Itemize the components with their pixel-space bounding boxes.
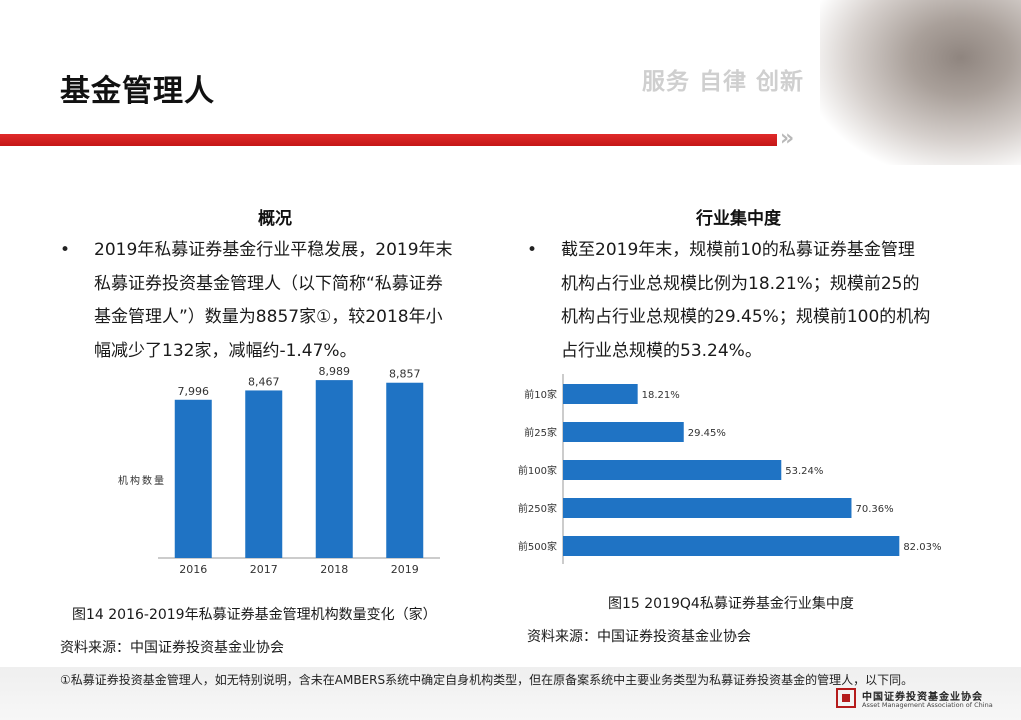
bullet-icon: • xyxy=(527,240,538,260)
overview-line: 基金管理人”）数量为8857家①，较2018年小 xyxy=(94,307,443,327)
concentration-line: 占行业总规模的53.24%。 xyxy=(561,340,762,361)
y-tick-label: 前25家 xyxy=(524,426,557,439)
double-chevron-right-icon: » xyxy=(780,126,795,151)
bar xyxy=(315,380,353,558)
chart14-caption: 图14 2016-2019年私募证券基金管理机构数量变化（家） xyxy=(72,607,437,623)
y-tick-label: 前10家 xyxy=(524,388,557,401)
logo-english-name: Asset Management Association of China xyxy=(862,701,993,709)
bar xyxy=(174,399,212,558)
y-tick-label: 前500家 xyxy=(518,540,557,553)
concentration-bar-chart: 18.21% 前10家 29.45% 前25家 53.24% 前100家 70.36% 前25… xyxy=(518,374,941,564)
y-axis-label: 机构数量 xyxy=(118,474,166,487)
logo-chinese-name: 中国证券投资基金业协会 xyxy=(862,692,983,703)
data-label: 8,989 xyxy=(319,365,351,378)
data-label: 7,996 xyxy=(178,385,210,398)
concentration-line: 截至2019年末，规模前10的私募证券基金管理 xyxy=(561,240,915,260)
data-label: 82.03% xyxy=(903,542,941,553)
header-slogan: 服务 自律 创新 xyxy=(642,69,805,95)
header-red-bar xyxy=(0,134,777,146)
bar xyxy=(563,422,684,442)
bar xyxy=(563,460,782,480)
chart15-caption: 图15 2019Q4私募证券基金行业集中度 xyxy=(608,596,854,612)
footer-band xyxy=(0,667,1021,720)
x-tick-label: 2018 xyxy=(320,563,348,576)
bullet-icon: • xyxy=(60,240,71,260)
bar xyxy=(563,384,638,404)
overview-paragraph: 2019年私募证券基金行业平稳发展，2019年末 私募证券投资基金管理人（以下简… xyxy=(94,234,453,368)
data-label: 29.45% xyxy=(688,428,726,439)
y-tick-label: 前250家 xyxy=(518,502,557,515)
amac-logo-icon xyxy=(836,688,856,708)
chart14-source: 资料来源：中国证券投资基金业协会 xyxy=(60,640,284,656)
bar xyxy=(563,536,900,556)
x-tick-label: 2019 xyxy=(391,563,419,576)
bar xyxy=(245,390,283,558)
manager-count-bar-chart: 7,996 2016 8,467 2017 8,989 2018 8,857 2019 机构数量 xyxy=(118,365,440,576)
page-title: 基金管理人 xyxy=(60,74,215,109)
data-label: 53.24% xyxy=(785,466,823,477)
x-tick-label: 2017 xyxy=(250,563,278,576)
overview-heading: 概况 xyxy=(258,209,292,229)
y-tick-label: 前100家 xyxy=(518,464,557,477)
footnote: ①私募证券投资基金管理人，如无特别说明，含未在AMBERS系统中确定自身机构类型… xyxy=(60,673,914,687)
concentration-line: 机构占行业总规模比例为18.21%；规模前25的 xyxy=(561,273,920,294)
x-tick-label: 2016 xyxy=(179,563,207,576)
data-label: 18.21% xyxy=(642,390,680,401)
concentration-heading: 行业集中度 xyxy=(696,209,781,229)
chart15-source: 资料来源：中国证券投资基金业协会 xyxy=(527,629,751,645)
bar xyxy=(563,498,852,518)
overview-line: 私募证券投资基金管理人（以下简称“私募证券 xyxy=(94,273,443,294)
concentration-line: 机构占行业总规模的29.45%；规模前100的机构 xyxy=(561,307,931,327)
overview-line: 幅减少了132家，减幅约-1.47%。 xyxy=(94,340,357,361)
header-decorative-photo xyxy=(820,0,1021,165)
overview-line: 2019年私募证券基金行业平稳发展，2019年末 xyxy=(94,240,453,260)
data-label: 8,467 xyxy=(248,375,280,388)
concentration-paragraph: 截至2019年末，规模前10的私募证券基金管理 机构占行业总规模比例为18.21… xyxy=(561,234,930,368)
bar xyxy=(386,382,424,558)
data-label: 70.36% xyxy=(855,504,893,515)
data-label: 8,857 xyxy=(389,368,421,381)
